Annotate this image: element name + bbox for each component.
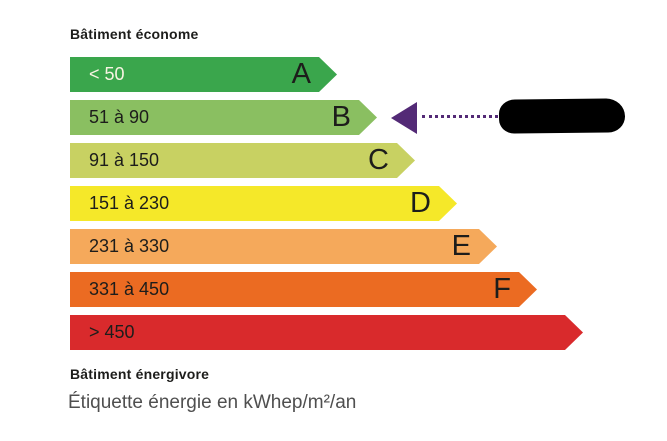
energy-bar-b: 51 à 90 B bbox=[70, 100, 377, 135]
energy-range-label: 231 à 330 bbox=[89, 236, 170, 256]
redacted-value-blob bbox=[498, 98, 626, 134]
energy-class-letter: A bbox=[291, 58, 311, 90]
energy-class-letter: E bbox=[451, 230, 471, 262]
bottom-scale-label: Bâtiment énergivore bbox=[70, 366, 210, 382]
chart-caption: Étiquette énergie en kWhep/m²/an bbox=[68, 392, 357, 413]
energy-bar-a: < 50 A bbox=[70, 57, 337, 92]
energy-bar-e: 231 à 330 E bbox=[70, 229, 497, 264]
selection-dotted-line bbox=[422, 115, 504, 118]
energy-class-letter: C bbox=[368, 144, 389, 176]
selection-arrow-icon bbox=[391, 102, 417, 134]
top-scale-label: Bâtiment économe bbox=[70, 26, 199, 42]
energy-bar-c: 91 à 150 C bbox=[70, 143, 415, 178]
energy-range-label: 51 à 90 bbox=[89, 107, 150, 127]
energy-class-letter: D bbox=[410, 187, 431, 219]
energy-range-label: < 50 bbox=[89, 64, 125, 84]
energy-class-letter: F bbox=[493, 273, 511, 305]
energy-bars: < 50 A 51 à 90 B 91 à 150 C 151 à 230 D … bbox=[70, 57, 583, 358]
energy-bar-g: > 450 G bbox=[70, 315, 583, 350]
energy-class-letter: B bbox=[331, 101, 351, 133]
energy-range-label: 91 à 150 bbox=[89, 150, 160, 170]
energy-range-label: > 450 bbox=[89, 322, 135, 342]
energy-bar-d: 151 à 230 D bbox=[70, 186, 457, 221]
energy-bar-f: 331 à 450 F bbox=[70, 272, 537, 307]
energy-range-label: 331 à 450 bbox=[89, 279, 170, 299]
energy-range-label: 151 à 230 bbox=[89, 193, 170, 213]
